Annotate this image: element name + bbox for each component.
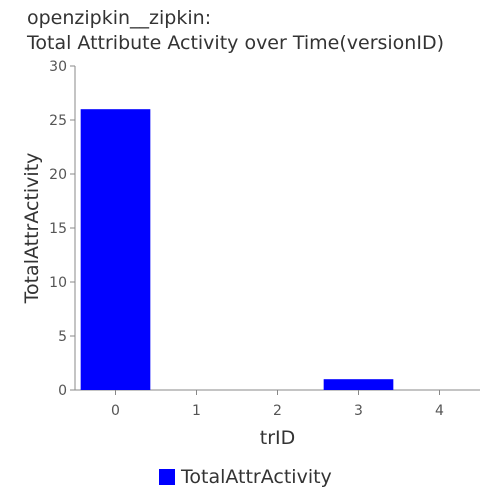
y-tick-label: 20 — [49, 167, 67, 183]
chart-title-line-2: Total Attribute Activity over Time(versi… — [27, 32, 444, 54]
y-tick-label: 10 — [49, 275, 67, 291]
x-axis-ticks: 0 1 2 3 4 — [111, 390, 444, 419]
bar — [323, 379, 394, 390]
x-axis-label: trID — [260, 427, 296, 449]
bar — [80, 109, 151, 390]
legend-label: TotalAttrActivity — [181, 466, 332, 488]
x-tick-label: 3 — [354, 403, 363, 419]
legend: TotalAttrActivity — [159, 466, 332, 488]
x-tick-label: 4 — [435, 403, 444, 419]
chart-title-line-1: openzipkin__zipkin: — [27, 7, 212, 29]
y-axis-ticks: 0 5 10 15 20 25 30 — [49, 59, 75, 399]
y-tick-label: 5 — [58, 329, 67, 345]
bars — [80, 109, 394, 390]
x-tick-label: 2 — [273, 403, 282, 419]
y-tick-label: 0 — [58, 383, 67, 399]
y-tick-label: 30 — [49, 59, 67, 75]
x-tick-label: 1 — [192, 403, 201, 419]
legend-swatch — [159, 469, 175, 485]
y-tick-label: 15 — [49, 221, 67, 237]
x-tick-label: 0 — [111, 403, 120, 419]
y-axis-label: TotalAttrActivity — [21, 153, 43, 305]
y-tick-label: 25 — [49, 113, 67, 129]
